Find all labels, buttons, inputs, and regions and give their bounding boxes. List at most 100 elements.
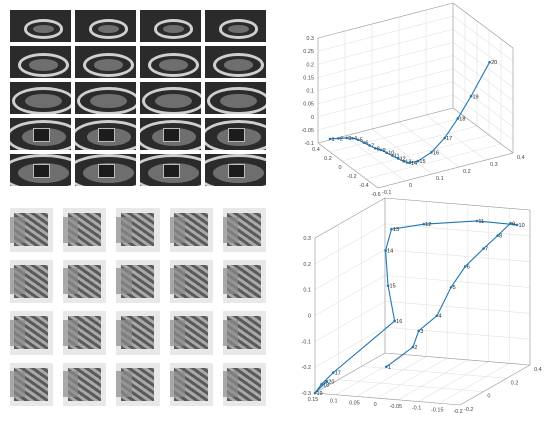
trajectory-point	[391, 154, 394, 157]
stadium-image	[10, 82, 71, 114]
z-tick-label: 0.25	[303, 49, 314, 55]
trajectory-point	[430, 151, 433, 154]
x-tick-label: 0	[338, 165, 341, 171]
gridline	[317, 81, 454, 118]
x-tick-label: -0.2	[347, 174, 356, 180]
gridline	[439, 363, 510, 404]
axis-edge	[377, 152, 514, 189]
object-image	[63, 311, 107, 355]
trajectory-point	[402, 160, 406, 163]
object-image	[169, 208, 213, 252]
trajectory-point	[509, 222, 512, 225]
gridline	[384, 223, 531, 237]
axis-edge	[317, 142, 379, 189]
point-label: 11	[478, 219, 484, 225]
x-tick-label: -0.4	[359, 183, 368, 189]
point-label: 17	[446, 136, 452, 142]
point-label: 10	[519, 223, 525, 229]
point-label: 18	[323, 382, 329, 388]
axis-edge	[452, 107, 514, 154]
trajectory-chart-bottom: -0.3 -0.2 -0.1 0 0.1 0.2 0.3 0.15 0.1 0.05 0 -0.05 -…	[302, 197, 542, 415]
trajectory-chart-top: -0.1-0.0500.050.10.150.20.250.30.40.20-0…	[301, 2, 525, 198]
gridline	[317, 28, 454, 65]
stadium-image	[205, 10, 266, 42]
stadium-image	[140, 46, 201, 78]
object-image	[116, 259, 160, 303]
z-tick-label: 0.3	[306, 36, 314, 42]
point-label: 19	[473, 94, 479, 100]
trajectory-point	[337, 137, 340, 140]
trajectory-point	[416, 159, 420, 163]
object-image	[63, 259, 107, 303]
gridline	[452, 42, 514, 88]
gridline	[314, 275, 386, 316]
axis-edge	[317, 2, 454, 39]
point-label: 10	[388, 151, 394, 157]
object-image	[169, 259, 213, 303]
gridline	[418, 361, 489, 402]
gridline	[353, 134, 490, 171]
point-label: 1	[388, 365, 391, 371]
stadium-image	[10, 154, 71, 186]
z-tick-label: 0.3	[303, 236, 311, 242]
point-label: 5	[360, 138, 363, 144]
trajectory-point	[469, 94, 473, 98]
point-label: 20	[491, 60, 497, 66]
z-tick-label: 0.2	[303, 262, 311, 268]
y-tick-label: 0.4	[517, 155, 525, 161]
object-image	[222, 311, 266, 355]
gridline	[341, 125, 478, 162]
point-label: 19	[317, 391, 323, 397]
gridline	[314, 223, 386, 265]
trajectory-point	[449, 285, 453, 289]
axis-edge	[314, 392, 461, 406]
trajectory-point	[443, 136, 446, 140]
trajectory-point	[435, 314, 439, 317]
point-label: 13	[393, 227, 399, 233]
stadium-image	[205, 118, 266, 150]
gridline	[314, 301, 386, 342]
gridline	[452, 55, 514, 101]
gridline	[317, 68, 454, 104]
stadium-image	[10, 46, 71, 78]
trajectory-point	[393, 319, 396, 323]
x-tick-label: 0.2	[324, 156, 332, 162]
stadium-image	[10, 118, 71, 150]
axis-edge	[459, 364, 531, 406]
z-tick-label: -0.1	[302, 339, 311, 345]
trajectory-point	[390, 227, 393, 231]
point-label: 4	[354, 136, 357, 142]
gridline	[317, 55, 454, 91]
point-label: 2	[340, 136, 343, 142]
stadium-image	[75, 82, 136, 114]
gridline	[452, 68, 514, 114]
point-label: 6	[467, 264, 470, 270]
object-image	[63, 208, 107, 252]
y-tick-label: -0.1	[382, 190, 391, 196]
y-tick-label: 0	[487, 394, 490, 400]
gridline	[384, 326, 531, 340]
point-label: 16	[396, 319, 402, 325]
point-label: 20	[328, 379, 334, 385]
image-grid-bottom	[10, 208, 266, 406]
stadium-image	[205, 154, 266, 186]
gridline	[452, 94, 514, 141]
trajectory-point	[331, 371, 335, 374]
gridline	[317, 42, 454, 78]
stadium-image	[75, 46, 136, 78]
trajectory-point	[374, 147, 377, 150]
stadium-image	[205, 46, 266, 78]
object-image	[10, 208, 54, 252]
object-image	[63, 362, 107, 406]
stadium-image	[140, 154, 201, 186]
point-label: 7	[485, 247, 488, 253]
z-tick-label: 0.2	[306, 62, 314, 68]
point-label: 16	[433, 150, 439, 156]
object-image	[10, 259, 54, 303]
gridline	[452, 81, 514, 127]
z-tick-label: -0.2	[302, 365, 311, 371]
stadium-image	[75, 154, 136, 186]
trajectory-point	[411, 345, 415, 349]
trajectory-point	[488, 60, 491, 64]
point-label: 11	[394, 154, 400, 160]
